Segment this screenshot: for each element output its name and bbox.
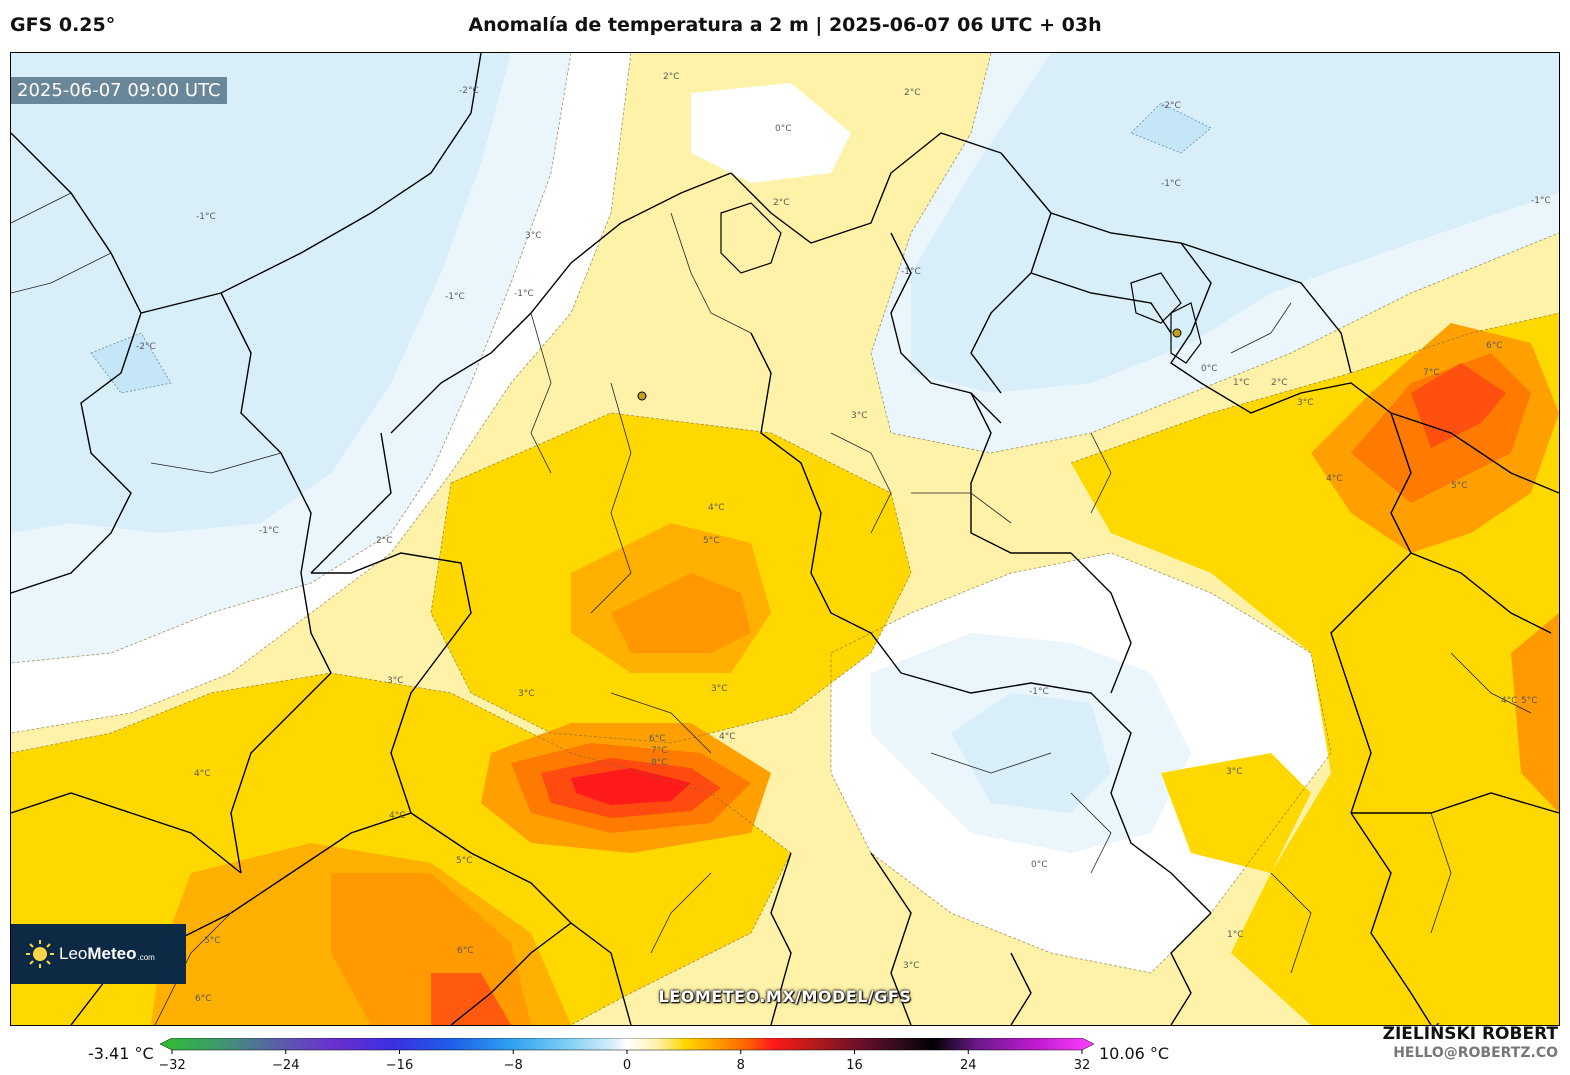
colorbar-tick-label: 32: [1074, 1058, 1091, 1073]
contour-label: 3°C: [518, 689, 535, 699]
anomaly-field-cool-nw-inner: [11, 53, 511, 533]
contour-label: -2°C: [459, 86, 479, 96]
logo-name-bold: Meteo: [87, 944, 137, 963]
contour-lines: [11, 53, 1559, 1025]
contour-label: 7°C: [651, 746, 668, 756]
contour-label: 4°C: [1501, 696, 1518, 706]
contour-label: 3°C: [387, 676, 404, 686]
colorbar-tick-label: 16: [846, 1058, 863, 1073]
anomaly-field-core-central-inner: [611, 573, 751, 653]
contour-label: 2°C: [376, 536, 393, 546]
contour-label: 3°C: [851, 411, 868, 421]
contour-label: 6°C: [649, 734, 666, 744]
contour-label: 3°C: [1297, 398, 1314, 408]
anomaly-field-cool-nw-min: [90, 332, 172, 394]
anomaly-field-core-e: [1511, 613, 1559, 813]
colorbar-tick-label: −24: [272, 1058, 299, 1073]
map-frame: -2°C -2°C -2°C -1°C -1°C -1°C -1°C -1°C …: [10, 52, 1560, 1026]
contour-label: -1°C: [1161, 179, 1181, 189]
author-email: HELLO@ROBERTZ.CO: [1393, 1045, 1558, 1061]
contour-label: 3°C: [711, 684, 728, 694]
contour-label: 5°C: [1451, 481, 1468, 491]
logo-suffix: .com: [137, 952, 155, 962]
colorbar-ticks: −32 −24 −16 −8 0 8 16 24 32: [160, 1050, 1090, 1073]
contour-label: -2°C: [1161, 101, 1181, 111]
contour-label: -1°C: [901, 267, 921, 277]
colorbar-tick-label: 24: [960, 1058, 977, 1073]
contour-label: 0°C: [1201, 364, 1218, 374]
water-bodies: [720, 202, 1202, 364]
contour-label: 3°C: [525, 231, 542, 241]
contour-label: 4°C: [389, 811, 406, 821]
contour-label: 0°C: [775, 124, 792, 134]
sun-icon: [26, 940, 54, 968]
anomaly-field-core-south-max: [571, 768, 691, 805]
valid-time-label: 2025-06-07 09:00 UTC: [11, 77, 227, 104]
contour-label: 5°C: [703, 536, 720, 546]
anomaly-field-zero-band: [11, 53, 631, 733]
colorbar-tick-label: −32: [160, 1058, 186, 1073]
contour-label: 8°C: [651, 758, 668, 768]
map-title: Anomalía de temperatura a 2 m | 2025-06-…: [468, 14, 1102, 36]
temperature-anomaly-map: -2°C -2°C -2°C -1°C -1°C -1°C -1°C -1°C …: [11, 53, 1559, 1025]
contour-label: 4°C: [719, 732, 736, 742]
contour-label: 6°C: [457, 946, 474, 956]
anomaly-field-core-ne-max: [1411, 363, 1506, 448]
anomaly-field-cool-ne-min: [1130, 102, 1212, 154]
colorbar-tick-label: 8: [737, 1058, 745, 1073]
contour-label: 4°C: [708, 503, 725, 513]
contour-label: 2°C: [773, 198, 790, 208]
contour-label: -2°C: [136, 342, 156, 352]
contour-label: 5°C: [456, 856, 473, 866]
contour-label: 3°C: [1226, 767, 1243, 777]
anomaly-field-warm-se: [1161, 753, 1311, 873]
contour-label-group: -2°C -2°C -2°C -1°C -1°C -1°C -1°C -1°C …: [136, 72, 1551, 1004]
contour-label: 4°C: [194, 769, 211, 779]
contour-label: 6°C: [195, 994, 212, 1004]
anomaly-field-north-patch: [691, 83, 851, 183]
contour-label: 4°C: [1326, 474, 1343, 484]
contour-label: 3°C: [903, 961, 920, 971]
colorbar: −32 −24 −16 −8 0 8 16 24 32: [160, 1038, 1095, 1073]
logo-text: LeoMeteo: [59, 944, 137, 964]
contour-label: 1°C: [1227, 930, 1244, 940]
contour-label: 5°C: [1521, 696, 1538, 706]
colorbar-min-value: -3.41 °C: [88, 1044, 154, 1063]
colorbar-tick-label: −8: [504, 1058, 523, 1073]
watermark: LEOMETEO.MX/MODEL/GFS: [658, 987, 912, 1006]
author-name: ZIELIŃSKI ROBERT: [1382, 1024, 1558, 1044]
model-label: GFS 0.25°: [10, 14, 116, 36]
contour-label: -1°C: [445, 292, 465, 302]
contour-label: 2°C: [1271, 378, 1288, 388]
contour-label: 6°C: [1486, 341, 1503, 351]
colorbar-tick-label: −16: [386, 1058, 413, 1073]
leometeo-logo: LeoMeteo .com: [11, 924, 186, 984]
city-marker: [637, 391, 647, 401]
contour-label: -1°C: [1531, 196, 1551, 206]
contour-label: 2°C: [904, 88, 921, 98]
anomaly-field-cool-ne-inner: [911, 53, 1559, 393]
city-marker: [1172, 328, 1182, 338]
contour-label: -1°C: [1029, 687, 1049, 697]
colorbar-tick-label: 0: [623, 1058, 631, 1073]
admin-borders: [11, 192, 1532, 1025]
contour-label: 5°C: [204, 936, 221, 946]
contour-label: -1°C: [514, 289, 534, 299]
colorbar-max-value: 10.06 °C: [1099, 1044, 1170, 1063]
contour-label: 2°C: [663, 72, 680, 82]
logo-name-light: Leo: [59, 944, 88, 963]
contour-label: 1°C: [1233, 378, 1250, 388]
anomaly-field-core-sw-max: [431, 973, 511, 1025]
colorbar-gradient: [160, 1038, 1095, 1051]
anomaly-field-cool-east-min: [951, 693, 1111, 813]
contour-label: -1°C: [196, 212, 216, 222]
contour-label: -1°C: [259, 526, 279, 536]
contour-label: 7°C: [1423, 368, 1440, 378]
contour-label: 0°C: [1031, 860, 1048, 870]
